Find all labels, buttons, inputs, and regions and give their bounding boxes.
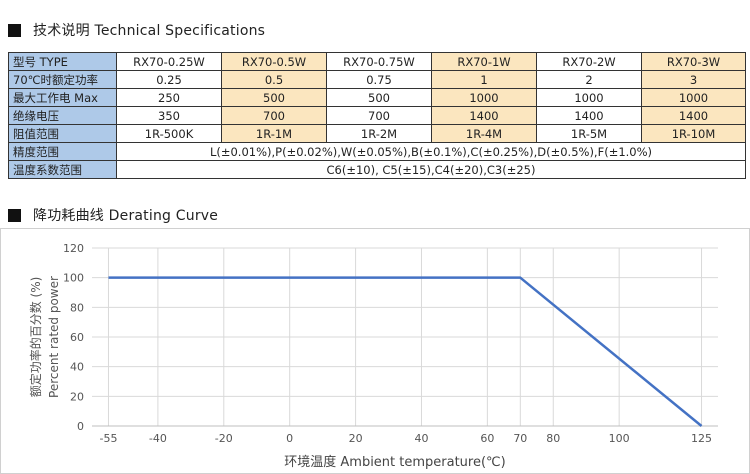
table-cell: 500 — [326, 88, 432, 107]
table-cell: 1000 — [431, 88, 537, 107]
y-tick-label: 80 — [70, 301, 84, 314]
row-label: 70℃时额定功率 — [8, 70, 117, 89]
table-cell: 700 — [221, 106, 327, 125]
table-cell: 1R-5M — [536, 124, 642, 143]
y-tick-label: 0 — [77, 420, 84, 433]
derating-line — [108, 276, 703, 427]
table-cell: 1R-2M — [326, 124, 432, 143]
section-bullet-icon — [8, 23, 21, 37]
table-row: 精度范围 L(±0.01%),P(±0.02%),W(±0.05%),B(±0.1… — [8, 142, 746, 161]
derating-curve-chart: 0 20 40 60 80 100 120 -55 -40 -20 0 20 40 60 70 80 100 12… — [0, 228, 750, 474]
table-cell: RX70-0.25W — [116, 52, 222, 71]
spec-table-body: 型号 TYPE RX70-0.25W RX70-0.5W RX70-0.75W RX70… — [8, 52, 746, 179]
table-cell: 1000 — [536, 88, 642, 107]
table-cell: 3 — [641, 70, 746, 89]
table-cell: 700 — [326, 106, 432, 125]
table-span-cell: L(±0.01%),P(±0.02%),W(±0.05%),B(±0.1%),C… — [116, 142, 746, 161]
x-tick-label: -40 — [149, 432, 167, 445]
table-cell: 0.75 — [326, 70, 432, 89]
y-tick-label: 40 — [70, 361, 84, 374]
table-cell: 1400 — [431, 106, 537, 125]
row-label: 精度范围 — [8, 142, 117, 161]
y-tick-label: 20 — [70, 390, 84, 403]
row-label: 阻值范围 — [8, 124, 117, 143]
table-cell: 0.5 — [221, 70, 327, 89]
table-cell: 1000 — [641, 88, 746, 107]
y-tick-label: 60 — [70, 331, 84, 344]
spec-section-header: 技术说明 Technical Specifications — [8, 20, 265, 40]
y-tick-label: 100 — [63, 272, 84, 285]
table-cell: 250 — [116, 88, 222, 107]
x-tick-label: 70 — [513, 432, 527, 445]
x-tick-label: 40 — [414, 432, 428, 445]
table-cell: 1R-4M — [431, 124, 537, 143]
table-row: 最大工作电 Max 250 500 500 1000 1000 1000 — [8, 88, 746, 107]
y-axis-label-cn: 额定功率的百分数 (%) — [28, 277, 43, 398]
table-cell: 1400 — [536, 106, 642, 125]
table-cell: RX70-1W — [431, 52, 537, 71]
table-cell: RX70-0.75W — [326, 52, 432, 71]
table-cell: 2 — [536, 70, 642, 89]
y-tick-label: 120 — [63, 242, 84, 255]
x-tick-label: 60 — [480, 432, 494, 445]
table-span-cell: C6(±10), C5(±15),C4(±20),C3(±25) — [116, 160, 746, 179]
y-axis-label-en: Percent rated power — [47, 276, 61, 398]
table-cell: RX70-0.5W — [221, 52, 327, 71]
x-tick-label: -55 — [99, 432, 117, 445]
table-cell: 0.25 — [116, 70, 222, 89]
table-row: 型号 TYPE RX70-0.25W RX70-0.5W RX70-0.75W RX70… — [8, 52, 746, 71]
x-tick-label: 20 — [349, 432, 363, 445]
x-axis-label: 环境温度 Ambient temperature(℃) — [284, 454, 505, 470]
x-tick-label: 125 — [691, 432, 712, 445]
x-tick-label: 80 — [546, 432, 560, 445]
table-cell: RX70-2W — [536, 52, 642, 71]
table-row: 70℃时额定功率 0.25 0.5 0.75 1 2 3 — [8, 70, 746, 89]
curve-section-title: 降功耗曲线 Derating Curve — [33, 208, 219, 224]
table-row: 温度系数范围 C6(±10), C5(±15),C4(±20),C3(±25) — [8, 160, 746, 179]
table-row: 阻值范围 1R-500K 1R-1M 1R-2M 1R-4M 1R-5M 1R-10M — [8, 124, 746, 143]
table-cell: 350 — [116, 106, 222, 125]
section-bullet-icon — [8, 208, 21, 222]
curve-section-header: 降功耗曲线 Derating Curve — [8, 205, 218, 225]
row-label: 温度系数范围 — [8, 160, 117, 179]
x-tick-label: 100 — [609, 432, 630, 445]
table-row: 绝缘电压 350 700 700 1400 1400 1400 — [8, 106, 746, 125]
row-label: 最大工作电 Max — [8, 88, 117, 107]
row-label: 绝缘电压 — [8, 106, 117, 125]
table-cell: 1R-10M — [641, 124, 746, 143]
x-tick-label: 0 — [286, 432, 293, 445]
row-label: 型号 TYPE — [8, 52, 117, 71]
table-cell: 500 — [221, 88, 327, 107]
table-cell: 1R-500K — [116, 124, 222, 143]
table-cell: RX70-3W — [641, 52, 746, 71]
table-cell: 1400 — [641, 106, 746, 125]
table-cell: 1R-1M — [221, 124, 327, 143]
x-tick-label: -20 — [215, 432, 233, 445]
spec-table: 型号 TYPE RX70-0.25W RX70-0.5W RX70-0.75W RX70… — [8, 52, 746, 179]
table-cell: 1 — [431, 70, 537, 89]
spec-section-title: 技术说明 Technical Specifications — [33, 23, 266, 39]
